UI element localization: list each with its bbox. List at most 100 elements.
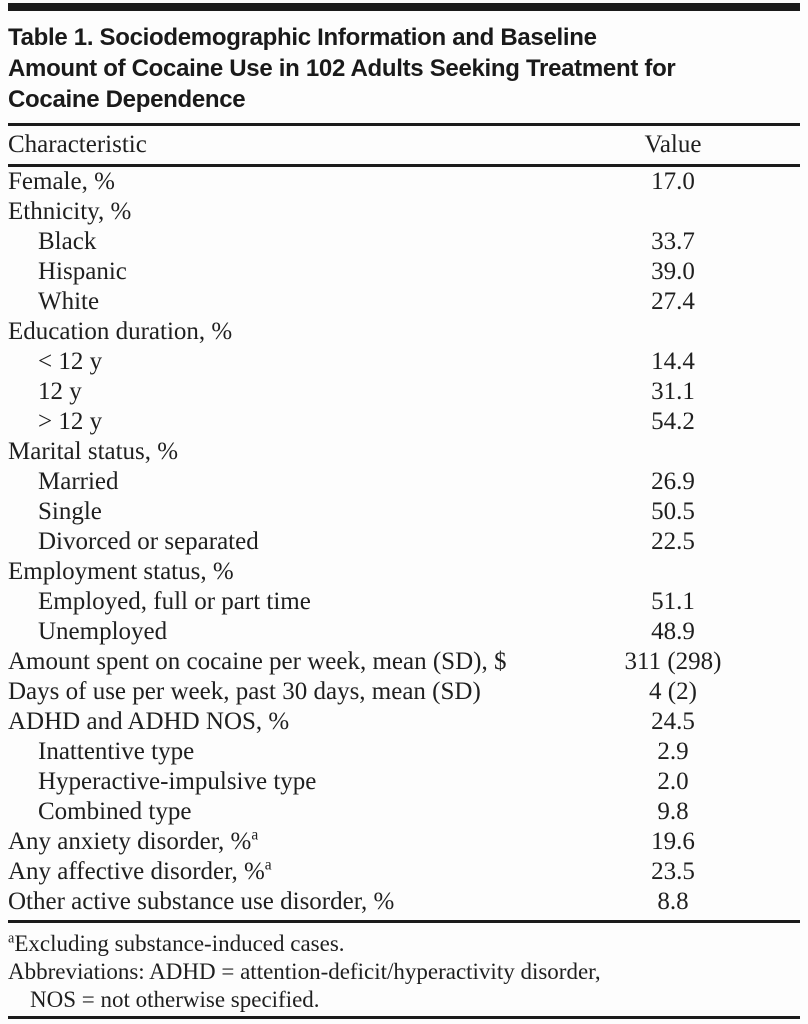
table-title-line-1: Table 1. Sociodemographic Information an… (8, 24, 597, 51)
table-body: Female, % 17.0 Ethnicity, % Black 33.7 Hispan… (8, 167, 800, 917)
row-label-text: Inattentive type (38, 738, 195, 765)
row-characteristic-label: Employment status, % (8, 558, 598, 586)
table-row: Female, % 17.0 (8, 167, 800, 197)
row-value: 50.5 (651, 498, 695, 525)
footnote-a: aExcluding substance-induced cases. (8, 930, 800, 958)
table-row: Inattentive type 2.9 (8, 737, 800, 767)
table-row: Hispanic 39.0 (8, 257, 800, 287)
table-row: Days of use per week, past 30 days, mean… (8, 677, 800, 707)
row-label-text: Any affective disorder, % (8, 858, 265, 885)
row-characteristic-label: Unemployed (8, 618, 598, 646)
row-characteristic-label: < 12 y (8, 348, 598, 376)
row-characteristic-label: 12 y (8, 378, 598, 406)
row-label-text: < 12 y (38, 348, 103, 375)
footnote-abbreviations-line-2: NOS = not otherwise specified. (30, 987, 320, 1012)
row-characteristic-label: ADHD and ADHD NOS, % (8, 708, 598, 736)
top-bar-rule (8, 3, 800, 11)
row-label-text: Amount spent on cocaine per week, mean (… (8, 648, 507, 675)
column-header-characteristic: Characteristic (8, 131, 147, 158)
table-row: Employed, full or part time 51.1 (8, 587, 800, 617)
row-label-text: Employment status, % (8, 558, 234, 585)
row-characteristic-label: > 12 y (8, 408, 598, 436)
footnotes: aExcluding substance-induced cases. Abbr… (8, 923, 800, 1014)
row-label-text: ADHD and ADHD NOS, % (8, 708, 290, 735)
table-row: Any anxiety disorder, %a 19.6 (8, 827, 800, 857)
bottom-rule (8, 1016, 800, 1019)
table-row: Unemployed 48.9 (8, 617, 800, 647)
row-characteristic-label: Education duration, % (8, 318, 598, 346)
row-value: 48.9 (651, 618, 695, 645)
rule-under-header (8, 164, 800, 167)
row-value: 19.6 (651, 828, 695, 855)
table-title-line-3: Cocaine Dependence (8, 86, 246, 113)
footnote-abbreviations-line-1: Abbreviations: ADHD = attention-deficit/… (8, 959, 601, 984)
row-label-superscript: a (251, 828, 259, 844)
table-row: 12 y 31.1 (8, 377, 800, 407)
row-value: 14.4 (651, 348, 695, 375)
table-row: Education duration, % (8, 317, 800, 347)
table-title-line-2: Amount of Cocaine Use in 102 Adults Seek… (8, 55, 676, 82)
row-value: 2.9 (657, 738, 689, 765)
row-characteristic-label: Ethnicity, % (8, 198, 598, 226)
rule-under-title (8, 123, 800, 126)
row-label-text: Female, % (8, 168, 115, 195)
row-value: 4 (2) (649, 678, 697, 705)
row-label-text: Divorced or separated (38, 528, 259, 555)
row-value: 17.0 (651, 168, 695, 195)
table-row: White 27.4 (8, 287, 800, 317)
row-characteristic-label: Hispanic (8, 258, 598, 286)
row-characteristic-label: Hyperactive-impulsive type (8, 768, 598, 796)
column-header-value: Value (644, 131, 702, 158)
row-characteristic-label: Inattentive type (8, 738, 598, 766)
row-label-text: Other active substance use disorder, % (8, 888, 395, 915)
table-row: Married 26.9 (8, 467, 800, 497)
row-characteristic-label: Black (8, 228, 598, 256)
table-row: Ethnicity, % (8, 197, 800, 227)
table-row: ADHD and ADHD NOS, % 24.5 (8, 707, 800, 737)
row-value: 9.8 (657, 798, 689, 825)
row-value: 2.0 (657, 768, 689, 795)
row-characteristic-label: Marital status, % (8, 438, 598, 466)
row-label-text: Black (38, 228, 97, 255)
row-characteristic-label: Combined type (8, 798, 598, 826)
table-row: Other active substance use disorder, % 8.… (8, 887, 800, 917)
row-label-text: Single (38, 498, 102, 525)
row-label-text: Hispanic (38, 258, 127, 285)
table-row: Amount spent on cocaine per week, mean (… (8, 647, 800, 677)
row-label-text: Education duration, % (8, 318, 233, 345)
row-label-text: 12 y (38, 378, 82, 405)
footnote-a-text: Excluding substance-induced cases. (14, 931, 345, 956)
row-characteristic-label: Amount spent on cocaine per week, mean (… (8, 648, 598, 676)
row-value: 23.5 (651, 858, 695, 885)
table-row: Hyperactive-impulsive type 2.0 (8, 767, 800, 797)
row-value: 24.5 (651, 708, 695, 735)
row-value: 33.7 (651, 228, 695, 255)
row-label-text: Days of use per week, past 30 days, mean… (8, 678, 481, 705)
row-label-superscript: a (264, 858, 272, 874)
row-characteristic-label: Employed, full or part time (8, 588, 598, 616)
table-row: > 12 y 54.2 (8, 407, 800, 437)
row-label-text: Combined type (38, 798, 192, 825)
table-row: Marital status, % (8, 437, 800, 467)
row-label-text: Employed, full or part time (38, 588, 311, 615)
row-label-text: Unemployed (38, 618, 168, 645)
row-value: 8.8 (657, 888, 689, 915)
row-value: 311 (298) (624, 648, 722, 675)
row-label-text: Hyperactive-impulsive type (38, 768, 317, 795)
footnote-a-marker: a (8, 930, 15, 947)
row-characteristic-label: Other active substance use disorder, % (8, 888, 598, 916)
table-row: Divorced or separated 22.5 (8, 527, 800, 557)
row-characteristic-label: Divorced or separated (8, 528, 598, 556)
row-label-text: Marital status, % (8, 438, 179, 465)
row-value: 51.1 (651, 588, 695, 615)
row-characteristic-label: Married (8, 468, 598, 496)
row-label-text: Any anxiety disorder, % (8, 828, 252, 855)
table-title: Table 1. Sociodemographic Information an… (8, 22, 800, 115)
row-characteristic-label: Female, % (8, 168, 598, 196)
row-value: 22.5 (651, 528, 695, 555)
row-value: 27.4 (651, 288, 695, 315)
table-row: Black 33.7 (8, 227, 800, 257)
row-label-text: White (38, 288, 100, 315)
row-characteristic-label: White (8, 288, 598, 316)
row-characteristic-label: Any anxiety disorder, %a (8, 828, 598, 856)
